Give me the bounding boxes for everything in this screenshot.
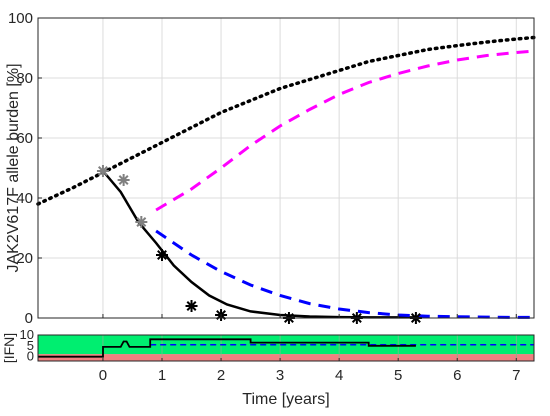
ifn-y-tick-label: 10: [20, 327, 34, 342]
black-data-point: [156, 249, 168, 261]
main-y-tick-label: 80: [16, 70, 33, 87]
x-tick-label: 4: [335, 367, 343, 384]
x-tick-label: 3: [276, 367, 284, 384]
ifn-plot-frame: [37, 334, 535, 362]
x-tick-label: 0: [99, 367, 107, 384]
series-dotted-line: [36, 35, 536, 206]
x-tick-label: 1: [158, 367, 166, 384]
main-plot: 0 20 40 60 80 100 JAK2V617F allele burden [%]: [5, 10, 536, 327]
ifn-series: [38, 338, 534, 358]
main-y-tick-label: 40: [16, 190, 33, 207]
main-y-tick-label: 0: [25, 310, 33, 327]
x-tick-label: 7: [512, 367, 520, 384]
main-plot-frame: [37, 17, 535, 319]
main-y-axis-label: JAK2V617F allele burden [%]: [5, 63, 22, 272]
ifn-y-tick-label: 5: [27, 338, 34, 353]
main-y-tick-label: 100: [8, 10, 33, 27]
x-axis-label: Time [years]: [242, 391, 329, 408]
series-blue-dashed-line: [155, 229, 534, 319]
x-tick-label: 2: [217, 367, 225, 384]
gray-data-point: [96, 165, 109, 177]
x-tick-label: 5: [394, 367, 402, 384]
x-tick-label: 6: [453, 367, 461, 384]
main-ticks: 0 20 40 60 80 100: [8, 10, 517, 327]
series-magenta-dashed-line: [155, 49, 535, 212]
gray-data-point: [135, 216, 148, 228]
ifn-bands: [38, 335, 534, 361]
main-y-tick-label: 60: [16, 130, 33, 147]
ifn-y-tick-label: 0: [27, 349, 34, 364]
main-y-tick-label: 20: [16, 250, 33, 267]
ifn-band: [38, 354, 534, 361]
black-data-point: [185, 300, 198, 312]
ifn-y-axis-label: [IFN]: [1, 333, 17, 363]
ifn-dose-line: [38, 338, 416, 358]
main-plot-background: [38, 18, 534, 318]
gray-data-point: [117, 174, 130, 186]
